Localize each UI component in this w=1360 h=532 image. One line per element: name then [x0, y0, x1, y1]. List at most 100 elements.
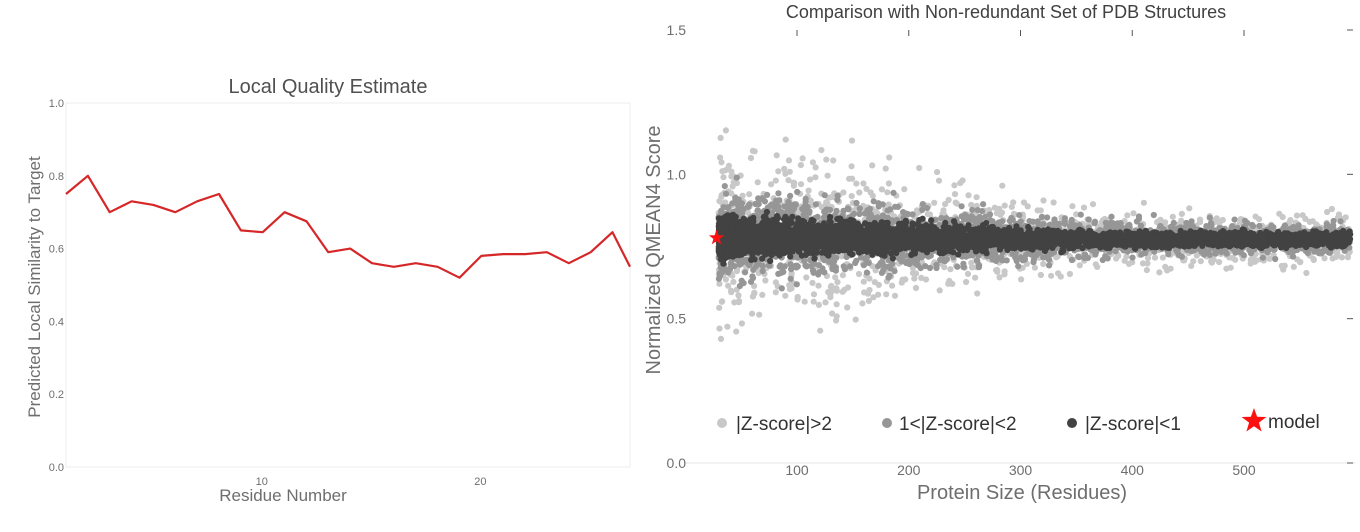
right-x-tick-label: 200: [897, 462, 921, 478]
scatter-point: [892, 203, 899, 210]
scatter-point: [751, 289, 758, 296]
scatter-point: [909, 264, 917, 272]
scatter-point: [996, 274, 1003, 281]
scatter-point: [1338, 254, 1345, 261]
scatter-point: [1212, 250, 1219, 257]
scatter-point: [926, 211, 934, 218]
scatter-point: [1213, 215, 1220, 222]
scatter-point: [1104, 255, 1111, 262]
scatter-point: [727, 260, 734, 267]
scatter-point: [788, 266, 795, 273]
scatter-point: [1150, 211, 1157, 219]
scatter-point: [787, 275, 794, 282]
scatter-point: [879, 260, 886, 267]
scatter-point: [1330, 217, 1337, 225]
scatter-point: [725, 162, 733, 169]
scatter-point: [793, 281, 800, 288]
scatter-point: [1216, 259, 1223, 266]
scatter-point: [860, 278, 867, 285]
scatter-point: [715, 275, 723, 282]
scatter-point: [943, 256, 951, 263]
scatter-point: [878, 269, 886, 276]
scatter-point: [717, 134, 724, 141]
scatter-point: [1207, 224, 1214, 231]
scatter-point: [1084, 254, 1091, 261]
scatter-point: [772, 289, 779, 296]
scatter-point: [1342, 214, 1349, 221]
scatter-point: [1092, 261, 1099, 268]
scatter-point: [945, 280, 952, 287]
scatter-point: [853, 257, 860, 264]
scatter-point: [731, 299, 738, 306]
scatter-point: [1169, 213, 1176, 220]
scatter-point: [756, 311, 763, 318]
scatter-point: [1321, 255, 1328, 262]
scatter-point: [883, 291, 890, 298]
scatter-point: [1156, 269, 1163, 276]
scatter-point: [1020, 199, 1028, 206]
right-y-tick-label: 0.5: [667, 311, 687, 327]
scatter-point: [1247, 260, 1254, 267]
scatter-point: [735, 292, 742, 299]
scatter-point: [1061, 215, 1068, 222]
left-plot-frame: [65, 102, 631, 468]
scatter-point: [797, 181, 805, 188]
scatter-point: [1054, 221, 1061, 228]
scatter-point: [945, 196, 952, 204]
scatter-point: [830, 157, 837, 164]
scatter-point: [870, 198, 877, 205]
scatter-point: [834, 192, 841, 199]
scatter-point: [718, 159, 725, 166]
scatter-point: [863, 209, 870, 216]
scatter-point: [1040, 197, 1047, 204]
scatter-point: [940, 207, 947, 214]
scatter-point: [1193, 252, 1200, 259]
scatter-point: [848, 193, 855, 200]
scatter-point: [833, 207, 840, 214]
scatter-point: [904, 258, 911, 265]
scatter-point: [846, 175, 853, 182]
scatter-point: [886, 154, 893, 161]
scatter-point: [1231, 216, 1238, 223]
scatter-point: [749, 310, 756, 317]
scatter-point: [832, 274, 839, 281]
scatter-point: [889, 282, 896, 289]
scatter-point: [767, 257, 774, 265]
scatter-point: [974, 207, 981, 214]
scatter-point: [747, 154, 755, 162]
scatter-point: [960, 263, 967, 271]
scatter-point: [870, 294, 877, 301]
scatter-point: [1151, 248, 1158, 255]
scatter-point: [829, 310, 836, 317]
scatter-point: [1159, 254, 1166, 261]
scatter-point: [1135, 213, 1143, 220]
scatter-point: [911, 275, 918, 282]
scatter-point: [752, 201, 759, 208]
scatter-point: [716, 280, 723, 287]
scatter-point: [1030, 256, 1037, 263]
scatter-point: [1139, 260, 1147, 267]
scatter-point: [1073, 211, 1080, 218]
scatter-point: [973, 194, 980, 201]
scatter-point: [875, 291, 882, 298]
scatter-point: [802, 195, 809, 202]
scatter-point: [841, 266, 849, 273]
scatter-point: [781, 203, 788, 210]
scatter-point: [875, 203, 882, 210]
scatter-point: [787, 261, 794, 268]
scatter-point: [785, 157, 793, 164]
scatter-point: [1205, 248, 1212, 255]
right-y-tick-label: 1.5: [667, 22, 687, 38]
scatter-point: [746, 191, 753, 198]
scatter-point: [807, 176, 814, 183]
scatter-point: [885, 263, 892, 270]
scatter-point: [725, 204, 732, 211]
left-y-tick-label: 0.2: [49, 389, 64, 401]
scatter-point: [863, 185, 870, 192]
scatter-point: [833, 285, 840, 292]
local-quality-chart: Local Quality Estimate 0.00.20.40.60.81.…: [25, 76, 631, 505]
scatter-point: [1075, 254, 1083, 261]
scatter-point: [823, 156, 830, 163]
scatter-point: [1004, 246, 1011, 254]
